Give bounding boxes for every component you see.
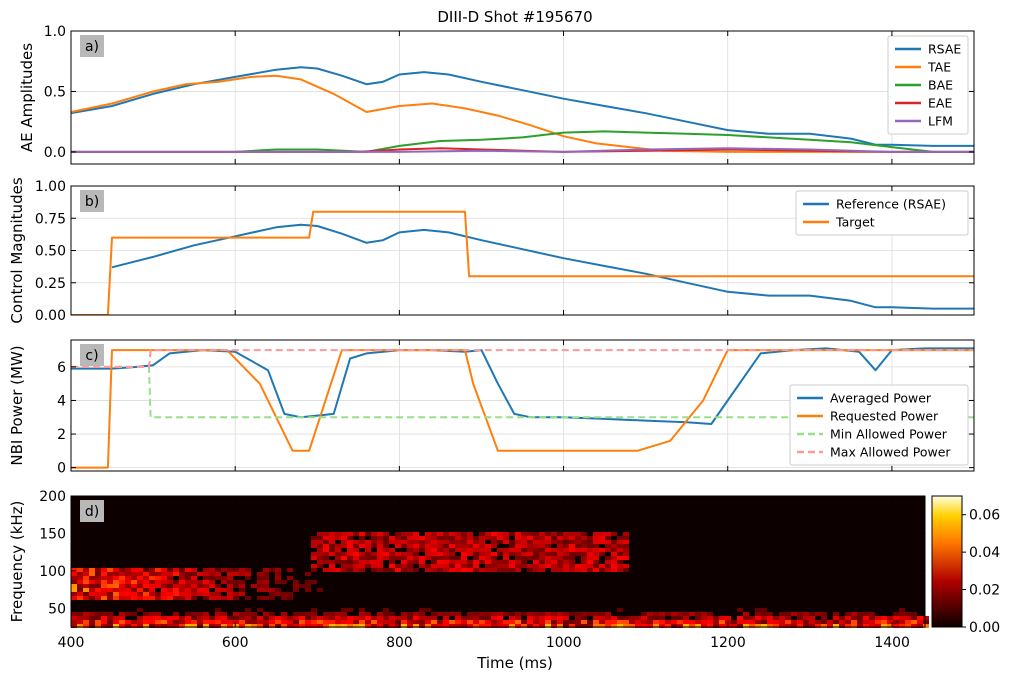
colorbar-tick-label: 0.02	[969, 583, 1000, 599]
y-axis-label: Control Magnitudes	[8, 177, 26, 323]
y-tick-label: 1.0	[44, 24, 66, 40]
svg-text:a): a)	[85, 39, 99, 55]
x-tick-label: 600	[222, 635, 249, 651]
legend-entry: Max Allowed Power	[830, 445, 951, 460]
legend-entry: LFM	[928, 114, 953, 129]
legend-entry: Min Allowed Power	[830, 427, 948, 442]
y-tick-label: 0	[57, 461, 66, 477]
panel-3: Averaged Power Requested Power Min Allowed…	[8, 339, 975, 477]
series-line-requested-power	[71, 349, 974, 469]
x-tick-label: 800	[386, 635, 413, 651]
legend: Reference (RSAE) Target	[795, 190, 969, 236]
colorbar	[931, 495, 963, 628]
legend-entry: Target	[835, 215, 875, 230]
panel-label: d)	[80, 500, 104, 522]
x-tick-label: 1000	[546, 635, 582, 651]
heatmap-cells	[71, 532, 929, 628]
y-tick-label: 150	[39, 526, 66, 542]
legend-entry: TAE	[927, 60, 951, 75]
x-tick-label: 1400	[874, 635, 910, 651]
y-axis-label: Frequency (kHz)	[8, 501, 26, 623]
y-tick-label: 200	[39, 489, 66, 505]
series-line-bae	[71, 130, 974, 153]
axes-frame	[70, 339, 975, 472]
x-tick-label: 400	[58, 635, 85, 651]
panel-2: Reference (RSAE) Target 0.00 0.25 0.50 0.75 1.…	[8, 177, 975, 324]
panel-1: RSAE TAE BAE EAE LFM 0.0 0.5 1.0 AE Amplitudes a)	[18, 24, 975, 165]
y-axis-label: AE Amplitudes	[18, 43, 36, 152]
y-tick-label: 6	[57, 360, 66, 376]
y-tick-label: 2	[57, 427, 66, 443]
colorbar-tick-label: 0.06	[969, 508, 1000, 524]
grid	[70, 30, 974, 164]
series-line-reference-rsae-	[111, 223, 974, 310]
panel-4: 0.00 0.02 0.04 0.06 400 600 800 1000 1200 1400 50 1…	[8, 489, 1000, 651]
colorbar-tick-label: 0.04	[969, 545, 1000, 561]
colorbar-tick-label: 0.00	[969, 620, 1000, 636]
svg-text:d): d)	[85, 504, 99, 520]
series-line-lfm	[71, 147, 974, 153]
y-tick-label: 50	[48, 601, 66, 617]
y-tick-label: 0.5	[44, 84, 66, 100]
series-line-rsae	[71, 66, 974, 147]
legend-entry: RSAE	[928, 42, 961, 57]
legend-entry: BAE	[928, 78, 953, 93]
figure-title: DIII-D Shot #195670	[437, 8, 592, 26]
legend: RSAE TAE BAE EAE LFM	[887, 35, 969, 135]
panel-label: b)	[80, 190, 104, 212]
series-line-tae	[71, 74, 974, 153]
x-axis-label: Time (ms)	[476, 654, 553, 672]
panel-label: a)	[80, 35, 104, 57]
y-tick-label: 0.25	[35, 276, 66, 292]
series-line-max-allowed-power	[71, 349, 974, 368]
y-tick-label: 0.0	[44, 145, 66, 161]
legend-frame	[795, 190, 969, 236]
panel-label: c)	[80, 344, 104, 366]
y-axis-label: NBI Power (MW)	[8, 345, 26, 465]
legend-entry: Averaged Power	[830, 391, 932, 406]
legend-entry: EAE	[928, 96, 952, 111]
svg-text:b): b)	[85, 194, 99, 210]
axes-frame	[70, 30, 975, 165]
svg-text:c): c)	[85, 348, 98, 364]
axes-frame	[70, 495, 926, 628]
y-tick-label: 100	[39, 564, 66, 580]
legend-entry: Requested Power	[830, 409, 939, 424]
y-tick-label: 0.00	[35, 308, 66, 324]
y-tick-label: 1.00	[35, 179, 66, 195]
legend: Averaged Power Requested Power Min Allowed…	[789, 384, 969, 466]
y-tick-label: 0.50	[35, 244, 66, 260]
x-tick-label: 1200	[710, 635, 746, 651]
legend-entry: Reference (RSAE)	[836, 197, 946, 212]
y-tick-label: 0.75	[35, 211, 66, 227]
legend-frame	[789, 384, 969, 466]
legend-frame	[887, 35, 969, 135]
y-tick-label: 4	[57, 393, 66, 409]
series-line-target	[71, 210, 974, 315]
